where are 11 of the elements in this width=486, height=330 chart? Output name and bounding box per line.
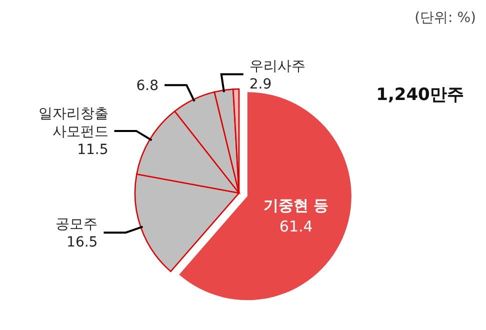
slice-label: 기중현 등 xyxy=(264,196,329,214)
data-label: 6.8 xyxy=(136,78,159,94)
data-label: 11.5 xyxy=(77,142,108,158)
slice-label: 공모주 xyxy=(56,216,98,233)
text: 1,240만주 xyxy=(376,85,464,105)
text: (단위: %) xyxy=(414,10,476,26)
slice-label: 일자리창출 사모펀드 xyxy=(38,106,108,140)
data-label: 2.9 xyxy=(249,76,272,92)
data-label: 16.5 xyxy=(66,234,98,251)
data-label: 61.4 xyxy=(279,217,313,236)
slice-label: 우리사주 xyxy=(249,58,306,74)
